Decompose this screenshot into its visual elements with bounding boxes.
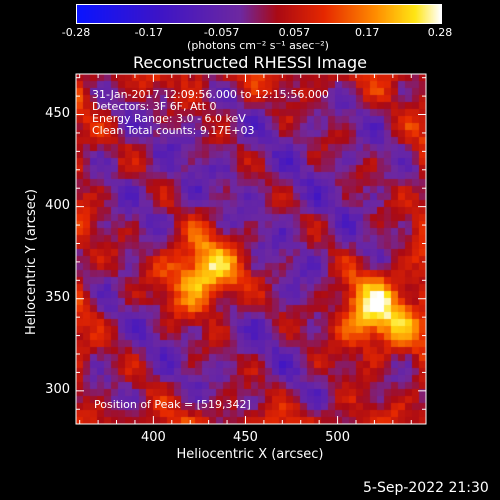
peak-position-label: Position of Peak = [519,342] (94, 398, 251, 411)
y-tick-label: 350 (45, 289, 70, 305)
colorbar-tick-label: -0.17 (134, 26, 164, 39)
x-tick-label: 500 (325, 430, 350, 445)
chart-title: Reconstructed RHESSI Image (133, 53, 367, 72)
x-tick-label: 450 (233, 430, 258, 445)
plot-frame (75, 73, 427, 425)
detectors-label: Detectors: 3F 6F, Att 0 (92, 100, 217, 113)
colorbar-tick-label: 0.28 (427, 26, 453, 39)
colorbar-tick-label: 0.057 (278, 26, 311, 39)
colorbar-tick-label: -0.28 (61, 26, 91, 39)
y-axis-label: Heliocentric Y (arcsec) (24, 189, 39, 335)
x-axis-label: Heliocentric X (arcsec) (176, 447, 324, 462)
energy-range-label: Energy Range: 3.0 - 6.0 keV (92, 112, 246, 125)
y-tick-label: 400 (45, 197, 70, 213)
footer-timestamp: 5-Sep-2022 21:30 (363, 480, 489, 496)
colorbar (76, 4, 442, 24)
y-tick-label: 300 (45, 381, 70, 397)
y-tick-label: 450 (45, 105, 70, 121)
x-tick-label: 400 (140, 430, 166, 445)
colorbar-units: (photons cm⁻² s⁻¹ asec⁻²) (187, 39, 329, 52)
time-range-label: 31-Jan-2017 12:09:56.000 to 12:15:56.000 (92, 88, 329, 101)
method-counts-label: Clean Total counts: 9.17E+03 (92, 124, 255, 137)
heatmap-image (76, 74, 426, 424)
colorbar-tick-label: -0.057 (203, 26, 240, 39)
colorbar-tick-label: 0.17 (354, 26, 380, 39)
